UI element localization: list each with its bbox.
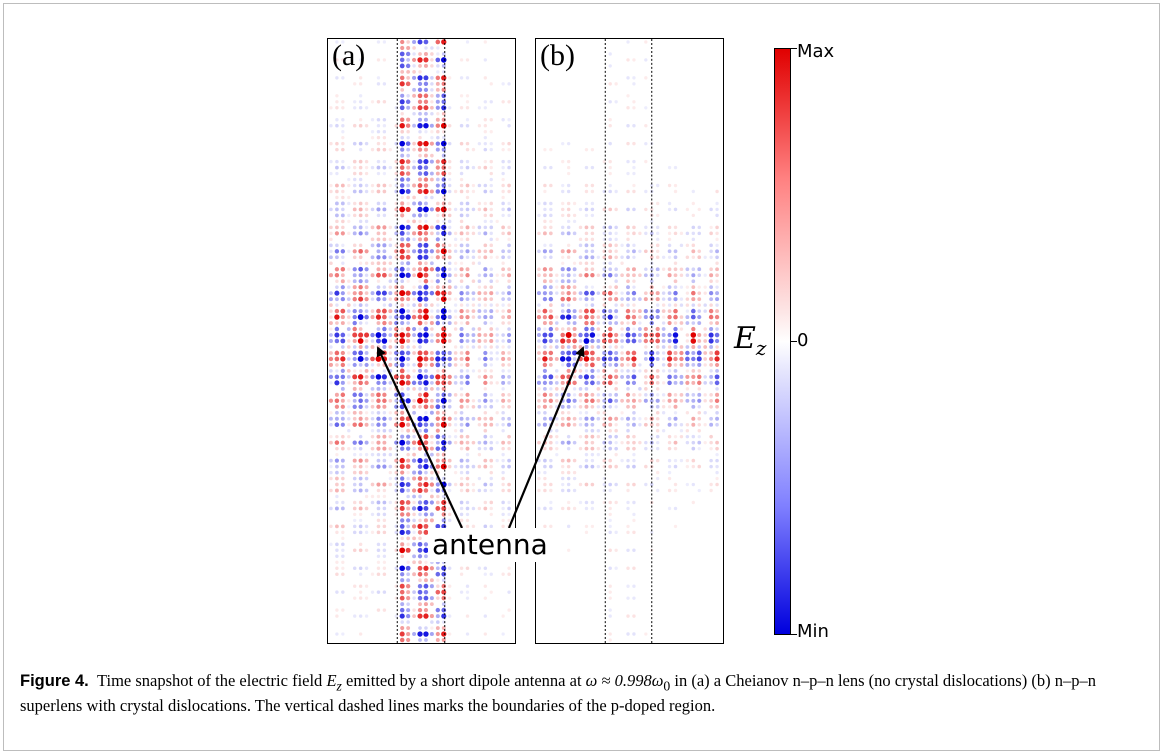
caption-freq-sub: 0 [663, 678, 671, 694]
figure-frame [3, 3, 1160, 751]
colorbar-title-subscript: z [755, 336, 767, 360]
colorbar-tick-zero [791, 341, 797, 342]
colorbar-zero-label: 0 [797, 330, 809, 351]
colorbar-title: Ez [734, 323, 766, 364]
antenna-label: antenna [428, 528, 552, 562]
caption-freq: ω ≈ 0.998ω [585, 671, 664, 690]
figure-area: (a) (b) Max 0 Min Ez antenna [327, 38, 835, 644]
caption-field-sub: z [336, 678, 342, 694]
colorbar-max-label: Max [797, 41, 835, 62]
caption-field-symbol: E [326, 671, 337, 690]
colorbar-min-label: Min [797, 621, 829, 642]
caption-text-2: emitted by a short dipole antenna at [341, 671, 586, 690]
panel-b-field-map: (b) [535, 38, 724, 644]
panel-a-field-plot [328, 39, 512, 643]
panel-b-field-plot [536, 39, 720, 643]
colorbar [774, 48, 791, 635]
figure-caption: Figure 4. Time snapshot of the electric … [20, 671, 1140, 716]
panel-a-label: (a) [332, 39, 366, 72]
colorbar-tick-max [791, 48, 797, 49]
caption-text-3: in (a) a Cheianov n–p–n lens (no crystal… [20, 671, 1096, 716]
colorbar-tick-min [791, 634, 797, 635]
caption-text-1: Time snapshot of the electric field [97, 671, 327, 690]
caption-label: Figure 4. [20, 672, 89, 690]
colorbar-title-symbol: E [734, 321, 756, 356]
panel-b-label: (b) [540, 39, 575, 72]
